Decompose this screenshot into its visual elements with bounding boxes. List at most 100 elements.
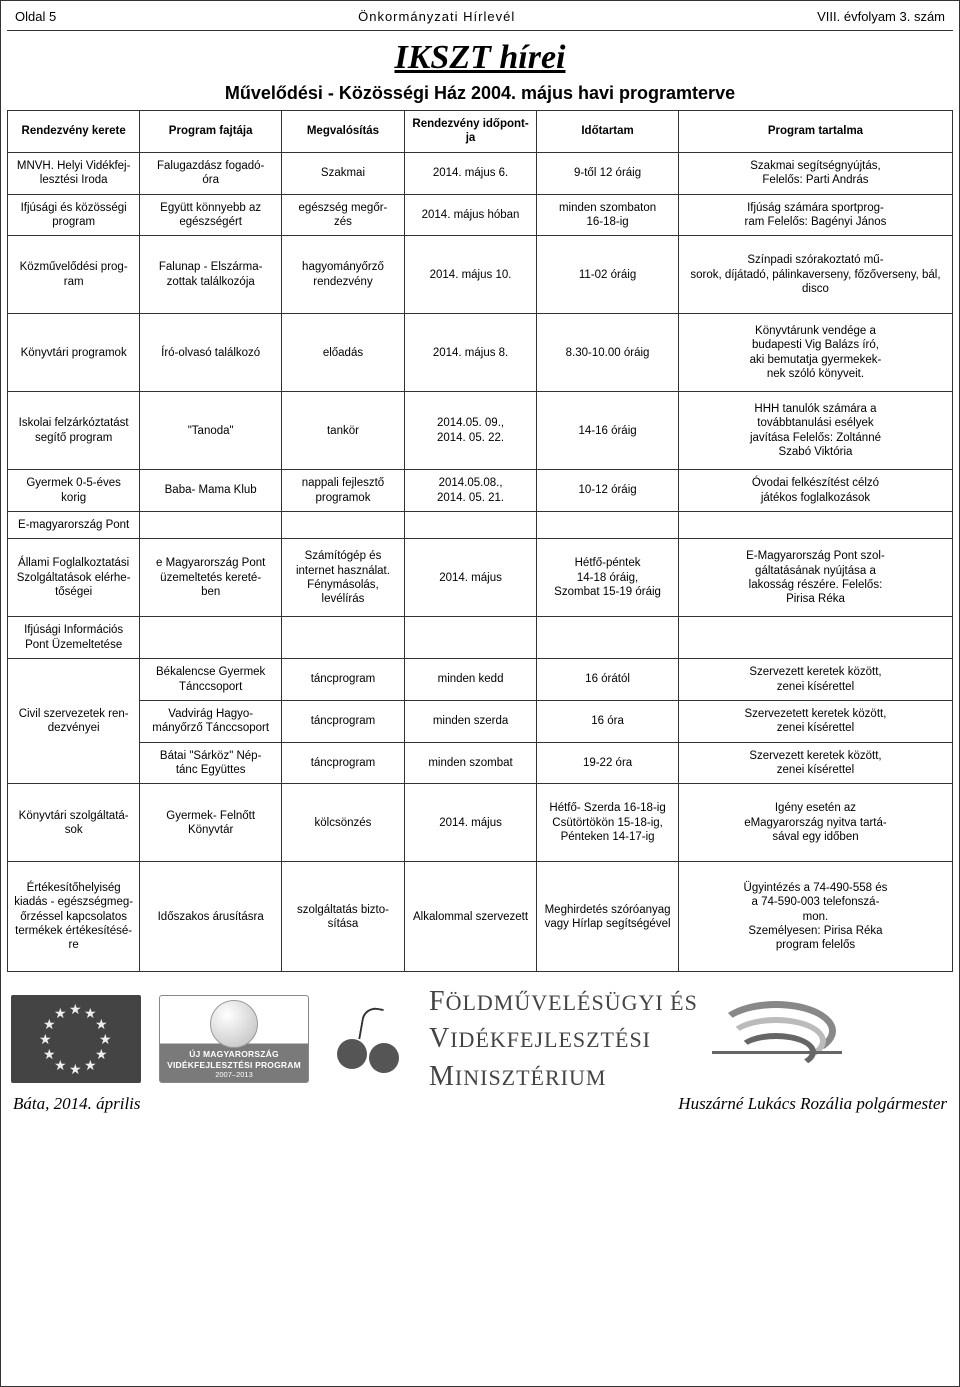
title-block: IKSZT hírei Művelődési - Közösségi Ház 2… bbox=[7, 39, 953, 104]
table-cell: 2014. május 8. bbox=[404, 314, 536, 392]
table-row: Civil szervezetek ren- dezvényeiBékalenc… bbox=[8, 659, 953, 701]
table-row: Vadvirág Hagyo- mányőrző Tánccsoporttánc… bbox=[8, 700, 953, 742]
table-row: Közművelődési prog- ramFalunap - Elszárm… bbox=[8, 236, 953, 314]
eu-star: ★ bbox=[69, 1001, 82, 1018]
eu-star: ★ bbox=[84, 1057, 97, 1074]
table-cell: 19-22 óra bbox=[537, 742, 679, 784]
table-cell bbox=[140, 512, 282, 539]
table-cell: E-Magyarország Pont szol- gáltatásának n… bbox=[678, 539, 952, 617]
table-cell: minden kedd bbox=[404, 659, 536, 701]
footer-signer: Huszárné Lukács Rozália polgármester bbox=[678, 1094, 947, 1114]
table-cell: 2014. május bbox=[404, 784, 536, 862]
table-cell: Könyvtári programok bbox=[8, 314, 140, 392]
ministry-rest-3: INISZTÉRIUM bbox=[455, 1065, 607, 1090]
table-cell: tankör bbox=[282, 392, 405, 470]
table-cell: Ifjúsági Információs Pont Üzemeltetése bbox=[8, 617, 140, 659]
table-cell: Alkalommal szervezett bbox=[404, 862, 536, 972]
header-bar: Oldal 5 Önkormányzati Hírlevél VIII. évf… bbox=[7, 5, 953, 31]
table-cell: Számítógép és internet használat. Fénymá… bbox=[282, 539, 405, 617]
table-cell: 14-16 óráig bbox=[537, 392, 679, 470]
eu-flag-logo: ★★★★★★★★★★★★ bbox=[11, 994, 141, 1084]
table-cell: Falunap - Elszárma- zottak találkozója bbox=[140, 236, 282, 314]
table-cell: 16 órától bbox=[537, 659, 679, 701]
table-cell: Ifjúsági és közösségi program bbox=[8, 194, 140, 236]
eu-star: ★ bbox=[69, 1061, 82, 1078]
table-cell: Civil szervezetek ren- dezvényei bbox=[8, 659, 140, 784]
eu-star: ★ bbox=[39, 1031, 52, 1048]
table-cell bbox=[282, 512, 405, 539]
table-cell: Falugazdász fogadó- óra bbox=[140, 152, 282, 194]
table-row: Értékesítőhelyiség kiadás - egészségmeg-… bbox=[8, 862, 953, 972]
table-cell: Állami Foglalkoztatási Szolgáltatások el… bbox=[8, 539, 140, 617]
page: Oldal 5 Önkormányzati Hírlevél VIII. évf… bbox=[0, 0, 960, 1387]
table-cell: Meghirdetés szóróanyag vagy Hírlap segít… bbox=[537, 862, 679, 972]
table-cell: E-magyarország Pont bbox=[8, 512, 140, 539]
table-cell: 11-02 óráig bbox=[537, 236, 679, 314]
table-cell bbox=[404, 512, 536, 539]
table-cell: előadás bbox=[282, 314, 405, 392]
table-row: Bátai "Sárköz" Nép- tánc Együttestáncpro… bbox=[8, 742, 953, 784]
table-row: Ifjúsági és közösségi programEgyütt könn… bbox=[8, 194, 953, 236]
ministry-text: FÖLDMŰVELÉSÜGYI ÉS VIDÉKFEJLESZTÉSI MINI… bbox=[429, 994, 698, 1084]
table-cell: 2014. május 6. bbox=[404, 152, 536, 194]
table-cell: táncprogram bbox=[282, 659, 405, 701]
table-cell: Író-olvasó találkozó bbox=[140, 314, 282, 392]
program-table: Rendezvény kerete Program fajtája Megval… bbox=[7, 110, 953, 972]
table-cell: táncprogram bbox=[282, 700, 405, 742]
table-cell: Könyvtárunk vendége a budapesti Vig Balá… bbox=[678, 314, 952, 392]
table-cell: nappali fejlesztő programok bbox=[282, 470, 405, 512]
page-number: Oldal 5 bbox=[15, 9, 56, 24]
table-cell bbox=[537, 617, 679, 659]
table-cell: minden szombaton 16-18-ig bbox=[537, 194, 679, 236]
table-cell: Gyermek 0-5-éves korig bbox=[8, 470, 140, 512]
table-cell: Bátai "Sárköz" Nép- tánc Együttes bbox=[140, 742, 282, 784]
table-cell: Együtt könnyebb az egészségért bbox=[140, 194, 282, 236]
table-cell: 2014. május 10. bbox=[404, 236, 536, 314]
table-cell bbox=[404, 617, 536, 659]
table-row: Ifjúsági Információs Pont Üzemeltetése bbox=[8, 617, 953, 659]
umvp-line3: 2007–2013 bbox=[160, 1070, 308, 1079]
table-cell: 2014.05. 09., 2014. 05. 22. bbox=[404, 392, 536, 470]
table-row: Állami Foglalkoztatási Szolgáltatások el… bbox=[8, 539, 953, 617]
table-cell: Szervezetett keretek között, zenei kísér… bbox=[678, 700, 952, 742]
table-cell bbox=[678, 617, 952, 659]
newsletter-title: Önkormányzati Hírlevél bbox=[358, 9, 515, 24]
table-row: E-magyarország Pont bbox=[8, 512, 953, 539]
ministry-cap-2: V bbox=[429, 1023, 450, 1054]
table-cell: Vadvirág Hagyo- mányőrző Tánccsoport bbox=[140, 700, 282, 742]
ministry-rest-2: IDÉKFEJLESZTÉSI bbox=[450, 1027, 651, 1052]
table-cell: Szakmai segítségnyújtás, Felelős: Parti … bbox=[678, 152, 952, 194]
table-cell: Iskolai felzárkóztatást segítő program bbox=[8, 392, 140, 470]
table-cell: Közművelődési prog- ram bbox=[8, 236, 140, 314]
table-cell bbox=[282, 617, 405, 659]
table-cell: szolgáltatás bizto- sítása bbox=[282, 862, 405, 972]
eu-star: ★ bbox=[54, 1057, 67, 1074]
table-cell: minden szerda bbox=[404, 700, 536, 742]
umvp-line2: VIDÉKFEJLESZTÉSI PROGRAM bbox=[160, 1060, 308, 1070]
table-cell: kölcsönzés bbox=[282, 784, 405, 862]
table-row: MNVH. Helyi Vidékfej- lesztési IrodaFalu… bbox=[8, 152, 953, 194]
table-cell: MNVH. Helyi Vidékfej- lesztési Iroda bbox=[8, 152, 140, 194]
table-cell: Ifjúság számára sportprog- ram Felelős: … bbox=[678, 194, 952, 236]
col-idotart: Időtartam bbox=[537, 111, 679, 153]
table-cell: HHH tanulók számára a továbbtanulási esé… bbox=[678, 392, 952, 470]
col-idopont: Rendezvény időpont- ja bbox=[404, 111, 536, 153]
issue-label: VIII. évfolyam 3. szám bbox=[817, 9, 945, 24]
table-cell: táncprogram bbox=[282, 742, 405, 784]
eu-star: ★ bbox=[43, 1046, 56, 1063]
table-cell: Igény esetén az eMagyarország nyitva tar… bbox=[678, 784, 952, 862]
table-header-row: Rendezvény kerete Program fajtája Megval… bbox=[8, 111, 953, 153]
eu-star: ★ bbox=[54, 1005, 67, 1022]
table-cell: Szakmai bbox=[282, 152, 405, 194]
umvp-logo: ÚJ MAGYARORSZÁG VIDÉKFEJLESZTÉSI PROGRAM… bbox=[159, 994, 309, 1084]
col-megval: Megvalósítás bbox=[282, 111, 405, 153]
table-cell bbox=[678, 512, 952, 539]
table-cell: 2014. május bbox=[404, 539, 536, 617]
table-cell: Színpadi szórakoztató mű- sorok, díjátad… bbox=[678, 236, 952, 314]
footer: Báta, 2014. április Huszárné Lukács Rozá… bbox=[13, 1094, 947, 1114]
table-cell: Ügyintézés a 74-490-558 és a 74-590-003 … bbox=[678, 862, 952, 972]
col-kerete: Rendezvény kerete bbox=[8, 111, 140, 153]
table-cell: Gyermek- Felnőtt Könyvtár bbox=[140, 784, 282, 862]
ministry-rest-1: ÖLDMŰVELÉSÜGYI ÉS bbox=[446, 990, 698, 1015]
table-cell: Békalencse Gyermek Tánccsoport bbox=[140, 659, 282, 701]
